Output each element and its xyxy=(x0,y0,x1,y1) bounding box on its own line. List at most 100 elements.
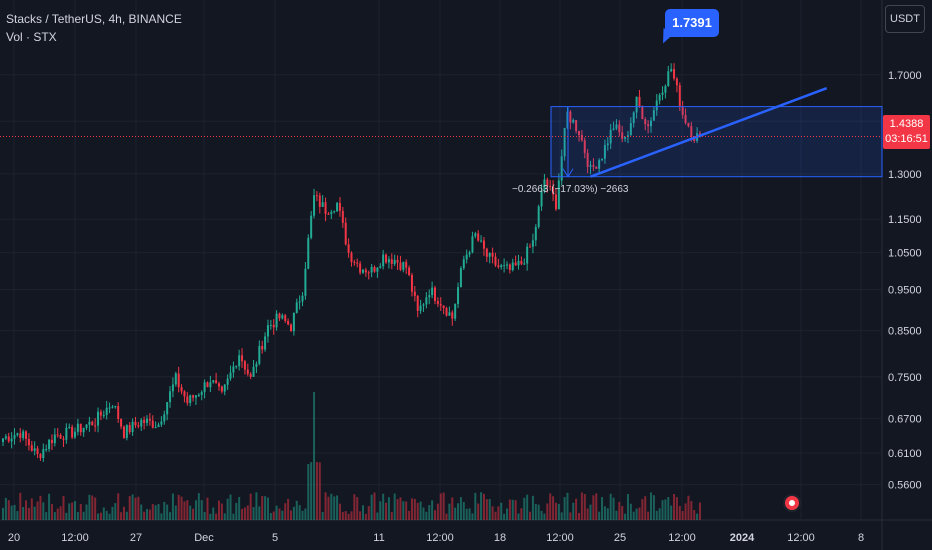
volume-bar xyxy=(313,392,316,520)
candle-body xyxy=(85,424,88,428)
candle-body xyxy=(111,406,114,408)
candle-body xyxy=(500,265,503,268)
range-box xyxy=(550,106,883,178)
volume-bar xyxy=(675,497,678,520)
candle-body xyxy=(269,324,272,326)
volume-bar xyxy=(266,497,269,520)
volume-bar xyxy=(655,510,658,520)
candle-body xyxy=(445,308,448,316)
chart-legend: Stacks / TetherUS, 4h, BINANCE Vol · STX xyxy=(6,10,182,46)
candle-body xyxy=(526,246,529,264)
candle-body xyxy=(235,366,238,368)
price-callout[interactable]: 1.7391 xyxy=(665,9,719,37)
candle-body xyxy=(79,423,82,433)
volume-bar xyxy=(148,509,151,520)
volume-bar xyxy=(333,496,336,520)
candle-body xyxy=(557,180,560,210)
volume-bar xyxy=(151,504,154,520)
volume-bar xyxy=(364,513,367,520)
volume-bar xyxy=(482,493,485,520)
candle-body xyxy=(146,418,148,423)
candle-body xyxy=(367,272,370,274)
candle-body xyxy=(229,372,232,379)
candle-body xyxy=(353,262,356,264)
volume-bar xyxy=(25,500,28,520)
volume-bar xyxy=(537,504,540,520)
volume-bar xyxy=(506,508,508,520)
volume-bar xyxy=(572,502,575,520)
currency-button[interactable]: USDT xyxy=(885,5,925,33)
candle-body xyxy=(266,325,269,337)
price-tick-label: 0.6100 xyxy=(888,448,922,460)
volume-bar xyxy=(99,512,102,520)
volume-bar xyxy=(218,500,220,520)
volume-bar xyxy=(131,494,134,520)
candle-body xyxy=(572,120,575,123)
candle-body xyxy=(261,345,264,350)
volume-bar xyxy=(563,497,566,520)
candle-body xyxy=(220,386,223,392)
volume-bar xyxy=(71,502,74,520)
candle-body xyxy=(163,414,166,422)
candle-body xyxy=(658,94,661,101)
candle-body xyxy=(675,78,678,86)
volume-bar xyxy=(180,496,183,520)
volume-bar xyxy=(82,511,85,520)
volume-bar xyxy=(200,500,203,520)
volume-bar xyxy=(88,494,91,520)
volume-bar xyxy=(451,497,454,520)
symbol-title: Stacks / TetherUS, 4h, BINANCE xyxy=(6,12,182,26)
volume-bar xyxy=(223,513,226,520)
candle-body xyxy=(373,266,376,272)
candle-body xyxy=(281,315,284,319)
candle-body xyxy=(22,431,25,438)
economic-event-icon[interactable] xyxy=(783,494,801,512)
candles xyxy=(2,63,701,462)
candle-body xyxy=(194,395,197,398)
candle-body xyxy=(278,313,281,319)
volume-bar xyxy=(500,502,503,520)
volume-bar xyxy=(468,508,471,520)
volume-bar xyxy=(154,505,157,520)
candle-body xyxy=(304,268,307,296)
volume-bar xyxy=(606,508,609,520)
candle-body xyxy=(681,107,684,115)
candle-body xyxy=(390,259,393,264)
last-price-badge: 1.4388 03:16:51 xyxy=(883,115,930,149)
candle-body xyxy=(59,435,62,439)
volume-bar xyxy=(122,506,125,520)
candle-body xyxy=(114,406,117,408)
volume-bar xyxy=(644,496,647,520)
volume-bar xyxy=(350,511,353,520)
trendline xyxy=(590,86,828,178)
volume-bar xyxy=(336,495,339,520)
candle-body xyxy=(183,391,186,397)
candle-body xyxy=(382,254,385,267)
volume-bar xyxy=(183,501,186,520)
volume-bar xyxy=(698,502,701,520)
volume-bar xyxy=(436,503,439,520)
volume-bar xyxy=(97,513,100,520)
candle-body xyxy=(595,166,598,169)
time-tick-label: 27 xyxy=(130,532,142,544)
volume-bar xyxy=(557,503,560,520)
volume-bar xyxy=(114,503,117,520)
volume-bar xyxy=(471,513,474,520)
volume-bar xyxy=(485,499,488,520)
volume-bar xyxy=(434,510,436,520)
price-tick-label: 1.1500 xyxy=(888,214,922,226)
volume-bar xyxy=(16,511,19,520)
candle-body xyxy=(448,312,451,316)
volume-bar xyxy=(45,512,48,520)
time-tick-label: 12:00 xyxy=(546,532,574,544)
bar-countdown: 03:16:51 xyxy=(885,133,928,145)
candle-body xyxy=(2,438,4,443)
volume-bar xyxy=(629,503,632,520)
candle-body xyxy=(102,415,105,417)
volume-bar xyxy=(399,497,402,520)
candle-body xyxy=(19,433,22,438)
candle-body xyxy=(327,213,330,215)
candle-body xyxy=(341,210,344,223)
volume-bar xyxy=(206,497,209,520)
